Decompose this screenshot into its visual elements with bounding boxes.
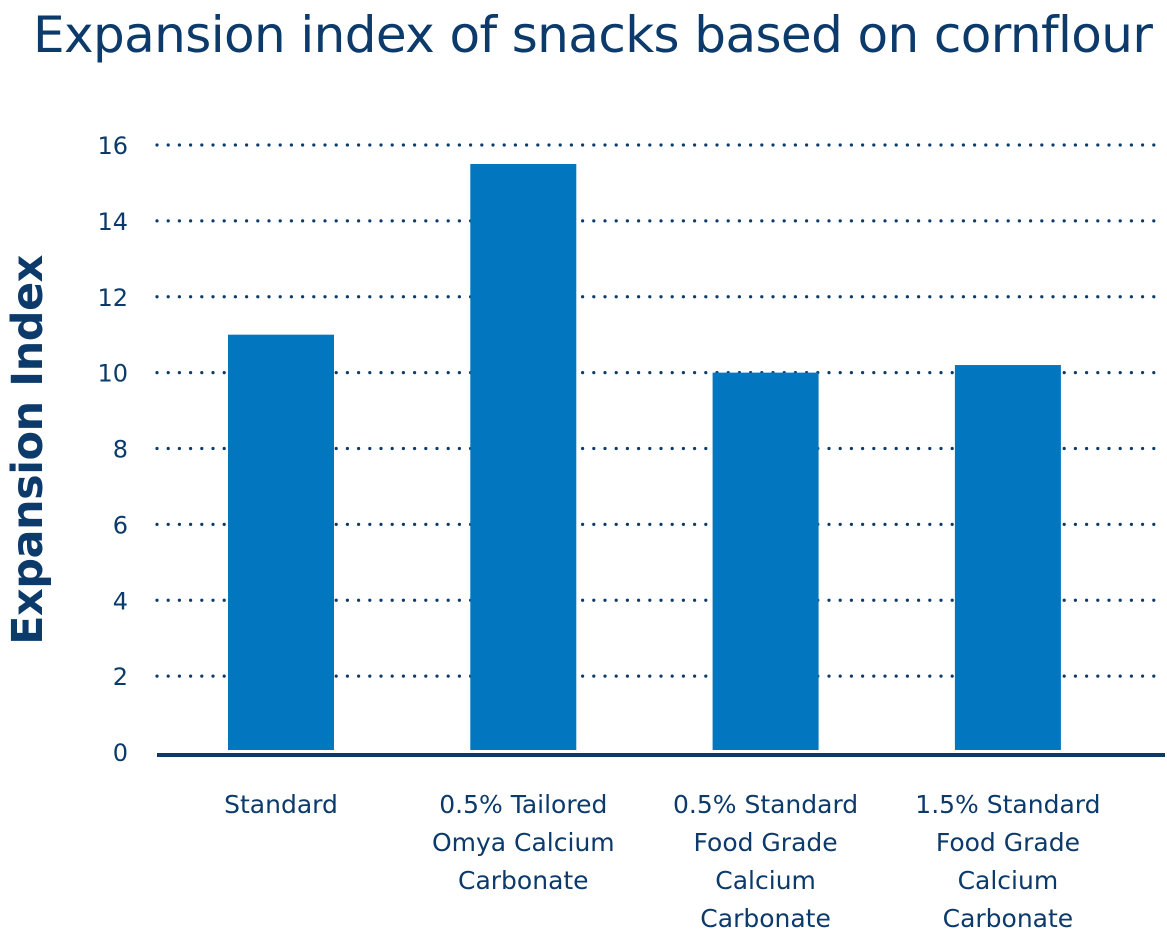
y-tick-label: 10 [97, 360, 128, 388]
x-category-label-line: Calcium [958, 866, 1059, 895]
x-category-label: 1.5% Standard Food Grade Calcium Carbonate [915, 790, 1100, 933]
y-tick-label: 16 [97, 132, 128, 160]
x-category-label-line: Carbonate [700, 904, 831, 933]
bar-1 [228, 334, 334, 750]
y-tick-label: 0 [113, 739, 128, 767]
x-category-label-line: Carbonate [458, 866, 589, 895]
x-category-label-line: Standard [224, 790, 338, 819]
bar-3 [712, 372, 819, 750]
x-category-label-line: Food Grade [694, 828, 838, 857]
x-category-label: 0.5% Tailored Omya Calcium Carbonate [432, 790, 615, 895]
y-tick-label: 6 [113, 511, 128, 539]
x-category-label-line: Omya Calcium [432, 828, 615, 857]
x-category-label-line: 1.5% Standard [915, 790, 1100, 819]
y-tick-label: 8 [113, 436, 128, 464]
x-category-label: 0.5% Standard Food Grade Calcium Carbonate [673, 790, 858, 933]
y-tick-label: 12 [97, 284, 128, 312]
x-category-label-line: Carbonate [943, 904, 1074, 933]
x-category-label-line: 0.5% Standard [673, 790, 858, 819]
bar-2 [470, 163, 577, 750]
x-category-label-line: Calcium [715, 866, 816, 895]
x-category-label-line: 0.5% Tailored [439, 790, 607, 819]
x-category-label: Standard [224, 790, 338, 819]
chart-title: Expansion index of snacks based on cornf… [33, 6, 1153, 64]
y-tick-label: 14 [97, 208, 128, 236]
bar-4 [954, 365, 1061, 750]
y-tick-label: 2 [113, 663, 128, 691]
y-tick-label: 4 [113, 587, 128, 615]
x-category-label-line: Food Grade [936, 828, 1080, 857]
